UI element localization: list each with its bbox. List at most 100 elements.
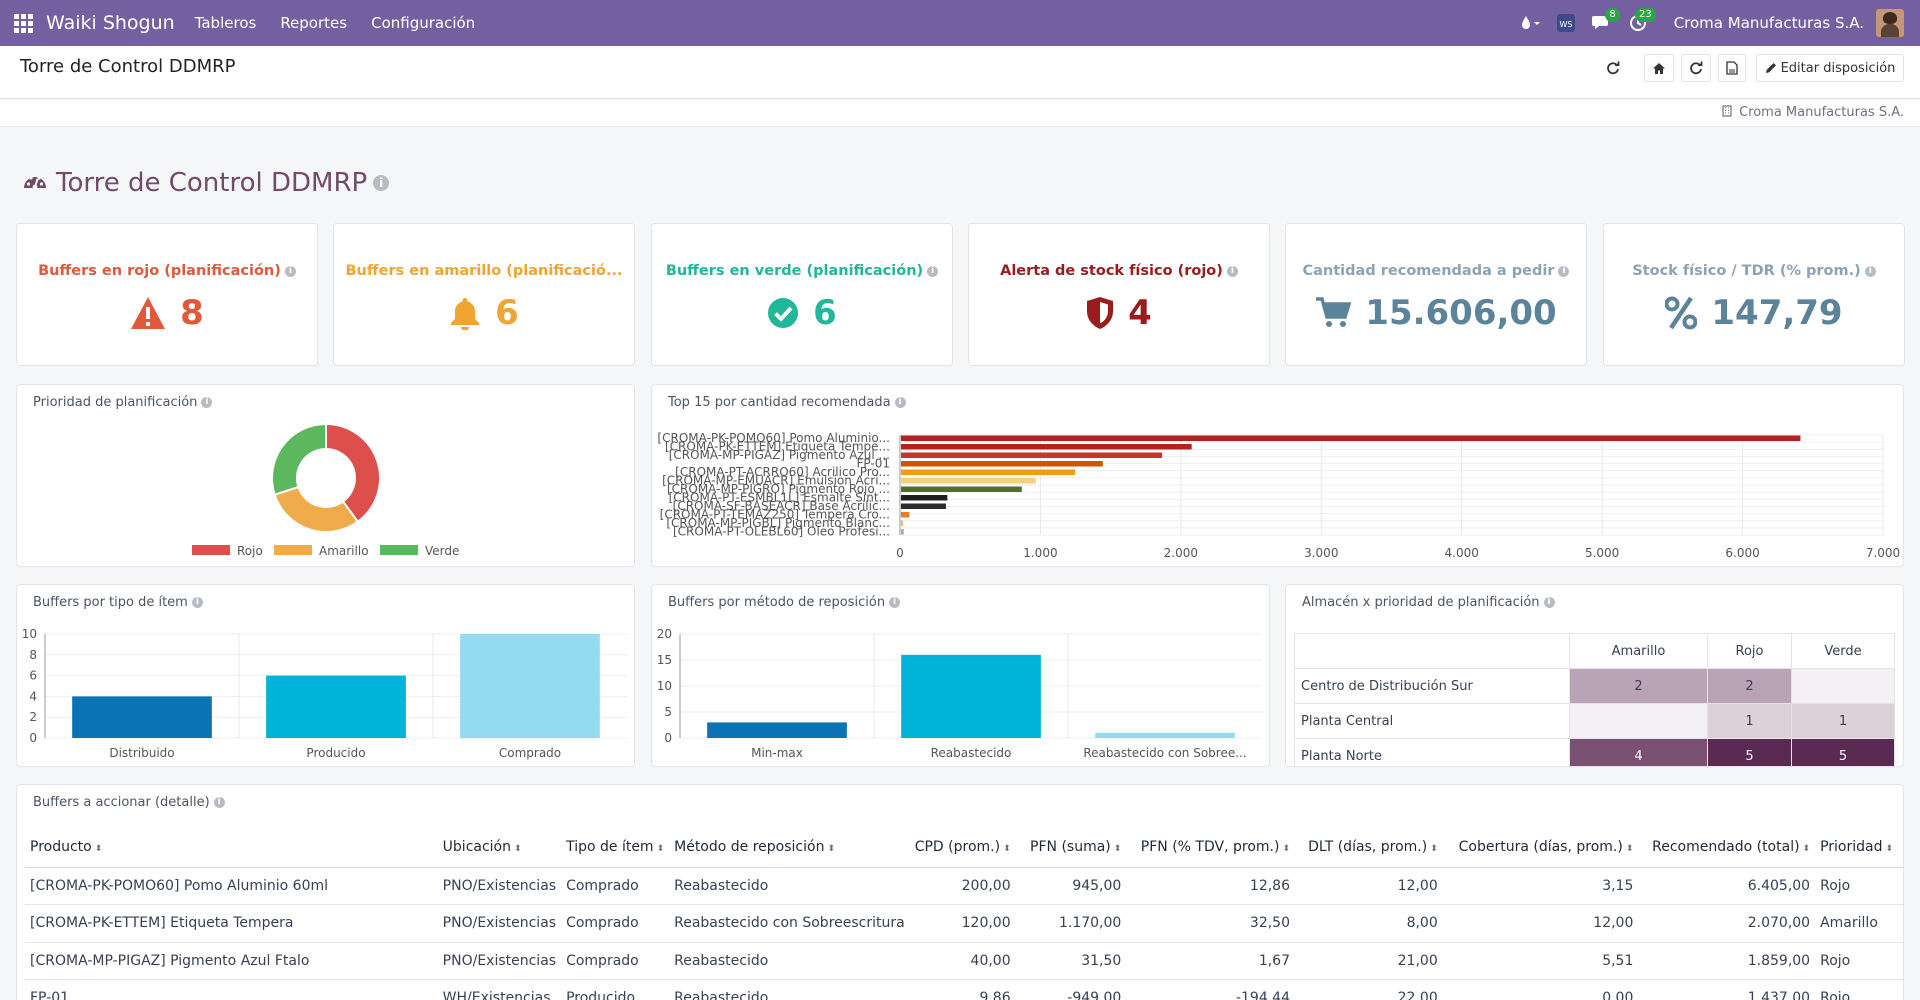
edit-layout-label: Editar disposición xyxy=(1780,60,1896,76)
top15-bar xyxy=(901,461,1103,467)
kpi-card-green-buffers[interactable]: Buffers en verde (planificación) i 6 xyxy=(651,223,953,366)
pivot-cell[interactable] xyxy=(1791,668,1895,704)
kpi-card-red-buffers[interactable]: Buffers en rojo (planificación) i 8 xyxy=(16,223,318,366)
info-icon[interactable]: i xyxy=(1864,265,1876,277)
kpi-card-yellow-buffers[interactable]: Buffers en amarillo (planificació... 6 xyxy=(333,223,635,366)
refresh-icon[interactable] xyxy=(1598,54,1628,82)
sort-icon[interactable]: ⬍ xyxy=(827,843,835,854)
column-header[interactable]: Ubicación ⬍ xyxy=(437,827,562,868)
sort-icon[interactable]: ⬍ xyxy=(1885,843,1894,854)
info-icon[interactable]: i xyxy=(927,265,939,277)
table-row[interactable]: [CROMA-MP-PIGAZ] Pigmento Azul Ftalo PNO/… xyxy=(25,942,1903,980)
pivot-col-header[interactable]: Amarillo xyxy=(1569,633,1708,669)
column-header[interactable]: Método de reposición ⬍ xyxy=(669,827,910,868)
pivot-row-header[interactable]: Planta Norte xyxy=(1294,738,1570,766)
pivot-cell[interactable]: 2 xyxy=(1707,668,1792,704)
pivot-cell[interactable]: 2 xyxy=(1569,668,1708,704)
menu-reportes[interactable]: Reportes xyxy=(280,14,348,32)
apps-menu-icon[interactable] xyxy=(0,0,46,46)
pivot-cell[interactable]: 5 xyxy=(1707,738,1792,766)
pivot-row-header[interactable]: Centro de Distribución Sur xyxy=(1294,668,1570,704)
kpi-value: 8 xyxy=(17,288,317,338)
top15-bar xyxy=(901,444,1192,450)
priority-donut-chart: Rojo Amarillo Verde xyxy=(192,422,459,558)
info-icon[interactable]: i xyxy=(201,397,213,408)
column-header-label: Recomendado (total) xyxy=(1652,838,1800,855)
sort-icon[interactable]: ⬍ xyxy=(94,843,103,854)
table-cell: 200,00 xyxy=(909,867,1016,905)
sort-icon[interactable]: ⬍ xyxy=(1282,843,1290,854)
messages-icon[interactable]: 8 xyxy=(1584,0,1620,46)
column-header[interactable]: Tipo de ítem ⬍ xyxy=(561,827,670,868)
y-tick-label: 0 xyxy=(29,731,37,745)
bar xyxy=(460,634,600,738)
menu-configuracion[interactable]: Configuración xyxy=(371,14,476,32)
table-row[interactable]: [CROMA-PK-ETTEM] Etiqueta Tempera PNO/Exi… xyxy=(25,904,1903,943)
column-header[interactable]: Cobertura (días, prom.) ⬍ xyxy=(1442,827,1639,868)
module-switch-icon[interactable]: WS xyxy=(1548,0,1584,46)
pivot-col-header[interactable]: Verde xyxy=(1791,633,1895,669)
info-icon[interactable]: i xyxy=(191,597,203,608)
panel-priority: Prioridad de planificación i Rojo Amarillo… xyxy=(16,384,635,567)
x-tick-label: 4.000 xyxy=(1445,546,1479,560)
drop-dropdown-icon[interactable] xyxy=(1512,0,1548,46)
column-header[interactable]: CPD (prom.) ⬍ xyxy=(909,827,1016,868)
pivot-col-header[interactable]: Rojo xyxy=(1707,633,1792,669)
pivot-cell[interactable]: 1 xyxy=(1707,703,1792,739)
kpi-card-physical-stock-alert[interactable]: Alerta de stock físico (rojo) i 4 xyxy=(968,223,1270,366)
kpi-card-stock-tdr[interactable]: Stock físico / TDR (% prom.) i 147,79 xyxy=(1603,223,1905,366)
sort-icon[interactable]: ⬍ xyxy=(1625,843,1634,854)
info-icon[interactable]: i xyxy=(894,397,906,408)
y-tick-label: 2 xyxy=(29,710,37,724)
sort-icon[interactable]: ⬍ xyxy=(656,843,665,854)
table-cell: 9,86 xyxy=(909,979,1016,1000)
sort-icon[interactable]: ⬍ xyxy=(1003,843,1011,854)
info-icon[interactable]: i xyxy=(373,175,390,191)
table-cell: -949,00 xyxy=(1015,979,1127,1000)
pivot-cell[interactable]: 1 xyxy=(1791,703,1895,739)
x-tick-label: 6.000 xyxy=(1725,546,1759,560)
kpi-card-recommended-qty[interactable]: Cantidad recomendada a pedir i 15.606,00 xyxy=(1285,223,1587,366)
table-cell: 22,00 xyxy=(1295,979,1443,1000)
sort-icon[interactable]: ⬍ xyxy=(1802,843,1811,854)
app-brand[interactable]: Waiki Shogun xyxy=(46,12,175,34)
table-cell: 1.859,00 xyxy=(1638,942,1816,980)
cart-icon xyxy=(1316,297,1352,327)
panel-method: Buffers por método de reposición i 0 5 10 15… xyxy=(651,584,1270,767)
column-header[interactable]: Recomendado (total) ⬍ xyxy=(1638,827,1816,868)
menu-tableros[interactable]: Tableros xyxy=(194,14,257,32)
column-header[interactable]: Producto ⬍ xyxy=(25,827,438,868)
info-icon[interactable]: i xyxy=(284,265,296,277)
pivot-row-header[interactable]: Planta Central xyxy=(1294,703,1570,739)
info-icon[interactable]: i xyxy=(889,597,901,608)
column-header[interactable]: DLT (días, prom.) ⬍ xyxy=(1295,827,1443,868)
pivot-cell[interactable] xyxy=(1569,703,1708,739)
edit-layout-button[interactable]: Editar disposición xyxy=(1756,54,1904,82)
info-icon[interactable]: i xyxy=(1558,265,1570,277)
reload-icon[interactable] xyxy=(1681,54,1711,82)
column-header[interactable]: PFN (suma) ⬍ xyxy=(1015,827,1127,868)
sort-icon[interactable]: ⬍ xyxy=(1113,843,1122,854)
info-icon[interactable]: i xyxy=(1226,265,1238,277)
info-icon[interactable]: i xyxy=(213,797,225,808)
table-row[interactable]: [CROMA-PK-POMO60] Pomo Aluminio 60ml PNO/… xyxy=(25,867,1903,905)
table-cell: 945,00 xyxy=(1015,867,1127,905)
pivot-cell[interactable]: 4 xyxy=(1569,738,1708,766)
info-icon[interactable]: i xyxy=(1543,597,1555,608)
pivot-cell[interactable]: 5 xyxy=(1791,738,1895,766)
pdf-file-icon[interactable] xyxy=(1718,54,1746,82)
company-switcher[interactable]: Croma Manufacturas S.A. xyxy=(1673,14,1864,32)
column-header[interactable]: PFN (% TDV, prom.) ⬍ xyxy=(1126,827,1295,868)
activities-clock-icon[interactable]: 23 xyxy=(1620,0,1656,46)
y-tick-label: [CROMA-PK-POMO60] Pomo Aluminio... xyxy=(657,431,890,445)
user-avatar[interactable] xyxy=(1876,9,1904,37)
x-tick-label: Reabastecido xyxy=(931,746,1012,760)
table-row[interactable]: FP-01 WH/Existencias Producido Reabastecido… xyxy=(25,979,1903,1000)
home-icon[interactable] xyxy=(1644,54,1674,82)
sort-icon[interactable]: ⬍ xyxy=(514,843,522,854)
column-header[interactable]: Prioridad ⬍ xyxy=(1815,827,1903,868)
table-cell: FP-01 xyxy=(25,979,438,1000)
y-tick-label: 0 xyxy=(664,731,672,745)
x-tick-label: Reabastecido con Sobree... xyxy=(1083,746,1246,760)
sort-icon[interactable]: ⬍ xyxy=(1430,843,1438,854)
